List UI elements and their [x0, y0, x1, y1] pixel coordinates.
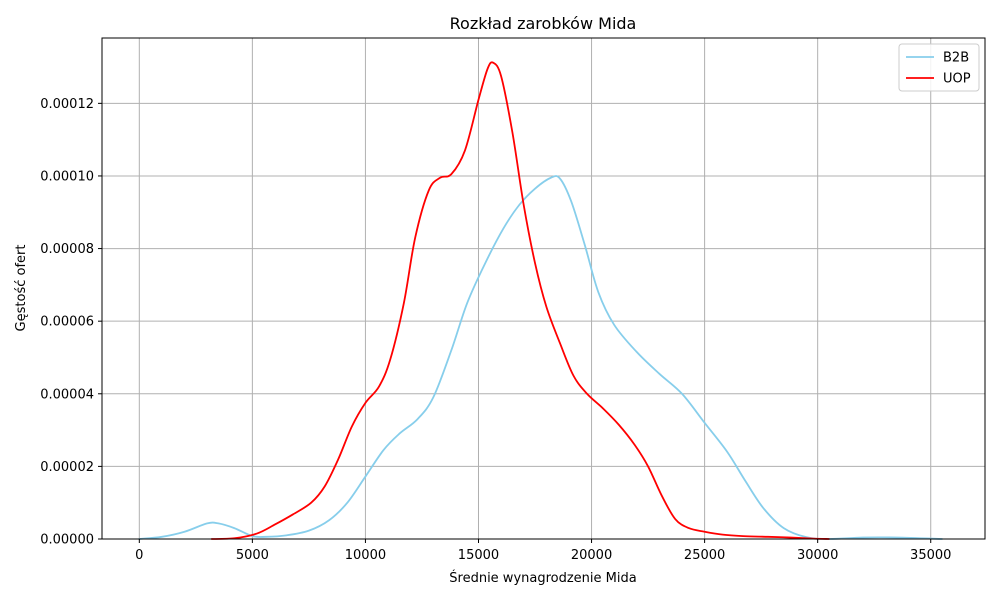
x-tick-label: 15000	[458, 548, 499, 563]
legend-box	[898, 43, 980, 92]
y-tick-label: 0.00000	[40, 533, 94, 548]
series-lines	[138, 61, 943, 540]
x-tick-label: 20000	[571, 548, 612, 563]
legend-label-b2b: B2B	[943, 51, 969, 66]
grid	[102, 38, 985, 540]
y-tick-label: 0.00012	[40, 97, 94, 112]
y-tick-label: 0.00008	[40, 242, 94, 257]
x-tick-label: 35000	[910, 548, 951, 563]
x-tick-label: 0	[135, 548, 143, 563]
x-axis-label: Średnie wynagrodzenie Mida	[449, 570, 636, 586]
x-tick-label: 5000	[236, 548, 269, 563]
legend-label-uop: UOP	[943, 72, 971, 87]
y-axis-ticks: 0.00000 0.00002 0.00004 0.00006 0.00008 0.000…	[40, 97, 102, 548]
y-tick-label: 0.00010	[40, 169, 94, 184]
series-line-b2b	[138, 175, 943, 540]
x-tick-label: 30000	[797, 548, 838, 563]
plot-frame	[101, 37, 986, 540]
legend: B2B UOP	[898, 43, 980, 92]
y-tick-label: 0.00004	[40, 387, 94, 402]
x-axis-ticks: 0 5000 10000 15000 20000 25000 30000 35000	[135, 539, 951, 563]
x-tick-label: 25000	[684, 548, 725, 563]
x-tick-label: 10000	[345, 548, 386, 563]
chart-title: Rozkład zarobków Mida	[450, 14, 637, 33]
series-line-uop	[210, 61, 830, 540]
y-axis-label: Gęstość ofert	[14, 245, 29, 332]
y-tick-label: 0.00002	[40, 460, 94, 475]
y-tick-label: 0.00006	[40, 315, 94, 330]
